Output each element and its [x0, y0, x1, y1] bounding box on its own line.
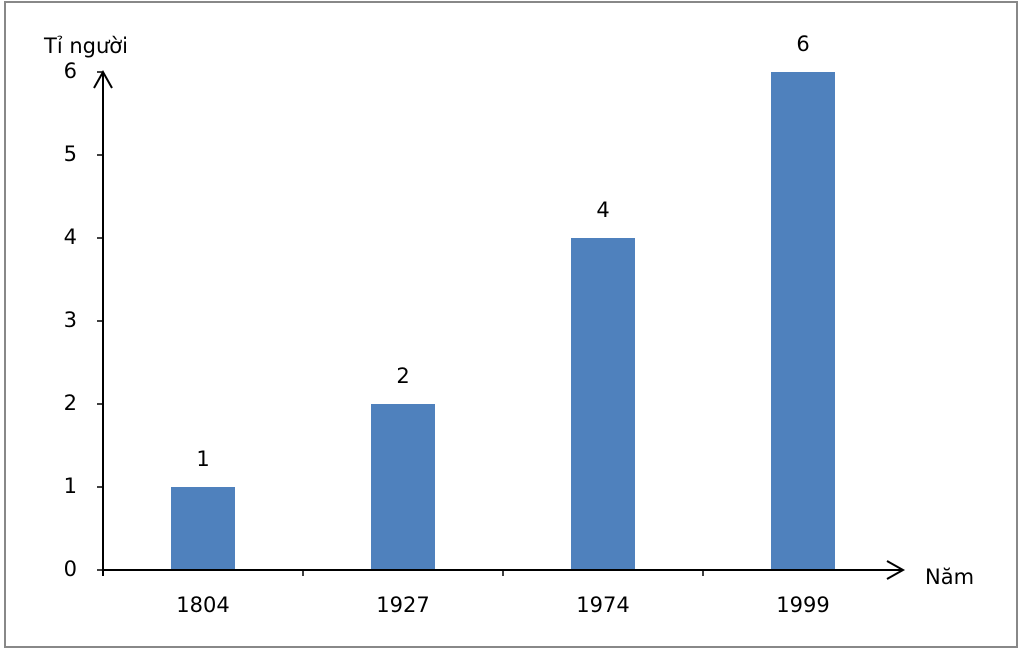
data-label: 6	[796, 32, 809, 56]
y-axis-arrow	[93, 69, 113, 89]
y-tick-label: 5	[64, 142, 77, 166]
x-tick-label: 1999	[776, 593, 829, 617]
chart-border	[4, 1, 1018, 648]
y-axis-label: Tỉ người	[43, 34, 128, 58]
x-tick-label: 1927	[376, 593, 429, 617]
y-tick-label: 4	[64, 225, 77, 249]
data-label: 1	[196, 447, 209, 471]
bar	[771, 72, 835, 570]
x-axis-label: Năm	[925, 565, 974, 589]
y-tick-label: 0	[64, 557, 77, 581]
y-tick-label: 2	[64, 391, 77, 415]
x-tick-label: 1974	[576, 593, 629, 617]
bar	[571, 238, 635, 570]
data-label: 4	[596, 198, 609, 222]
bar	[171, 487, 235, 570]
x-axis-arrow	[886, 560, 906, 580]
y-tick-label: 1	[64, 474, 77, 498]
data-label: 2	[396, 364, 409, 388]
bar	[371, 404, 435, 570]
y-tick-label: 6	[64, 59, 77, 83]
x-tick-label: 1804	[176, 593, 229, 617]
y-tick-label: 3	[64, 308, 77, 332]
